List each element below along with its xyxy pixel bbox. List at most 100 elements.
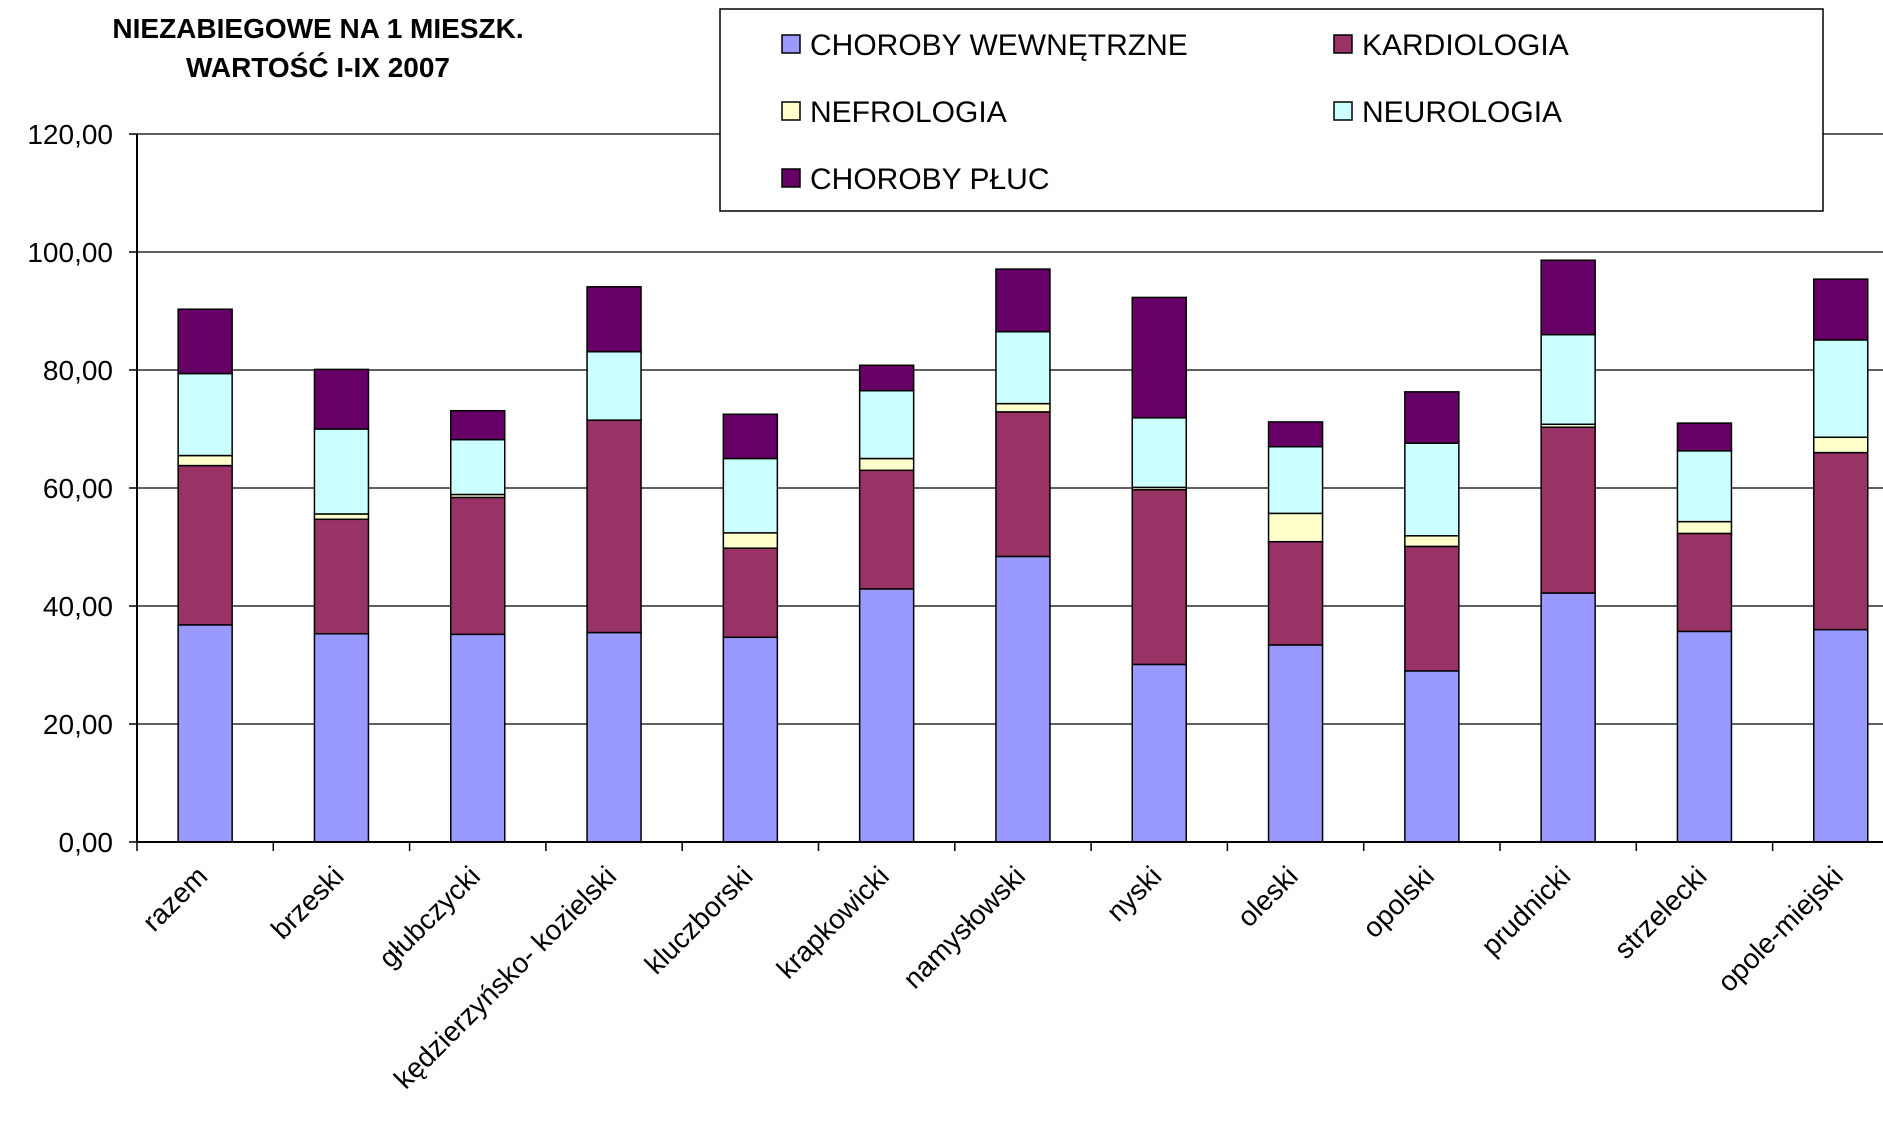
bar-segment bbox=[1404, 670, 1460, 843]
bar-segment bbox=[722, 547, 779, 639]
bar-segment bbox=[1131, 296, 1187, 419]
x-tick-label: oleski bbox=[1231, 860, 1304, 933]
bar-segment bbox=[313, 368, 370, 430]
bar-segment bbox=[450, 438, 506, 496]
legend-label: NEFROLOGIA bbox=[810, 96, 1007, 129]
bar-segment bbox=[1404, 545, 1460, 672]
bar-segment bbox=[313, 513, 370, 521]
x-tick-label: razem bbox=[136, 860, 213, 937]
y-tick-label: 100,00 bbox=[27, 237, 113, 268]
bar-segment bbox=[177, 464, 233, 626]
y-tick-labels: 0,00 20,00 40,00 60,00 80,00 100,00 120,00 bbox=[27, 119, 113, 858]
bar-segment bbox=[858, 457, 915, 472]
legend-label: KARDIOLOGIA bbox=[1362, 29, 1569, 62]
bar-segment bbox=[1676, 520, 1733, 535]
chart-title: NIEZABIEGOWE NA 1 MIESZK. WARTOŚĆ I-IX 2… bbox=[112, 13, 523, 83]
x-tick-label: prudnicki bbox=[1475, 860, 1576, 961]
bar-segment bbox=[858, 588, 915, 843]
bar-segment bbox=[1813, 451, 1869, 631]
bars bbox=[177, 259, 1869, 843]
bar-segment bbox=[1813, 339, 1869, 439]
bar-segment bbox=[177, 372, 233, 457]
legend-swatch bbox=[1333, 34, 1353, 54]
bar-segment bbox=[995, 330, 1051, 405]
legend-swatch bbox=[781, 168, 801, 188]
bar-segment bbox=[1267, 540, 1324, 646]
bar-segment bbox=[995, 268, 1051, 333]
bar-segment bbox=[858, 469, 915, 590]
x-tick-label: brzeski bbox=[265, 860, 350, 945]
bar-segment bbox=[1676, 630, 1733, 843]
bar-segment bbox=[177, 624, 233, 843]
bar-segment bbox=[995, 402, 1051, 413]
bar-segment bbox=[586, 350, 642, 421]
bar-segment bbox=[1131, 417, 1187, 489]
bar-segment bbox=[1813, 278, 1869, 341]
x-tick-label: nyski bbox=[1100, 860, 1167, 927]
bar-segment bbox=[1131, 663, 1187, 843]
y-tick-label: 40,00 bbox=[43, 591, 113, 622]
chart-title-line-1: NIEZABIEGOWE NA 1 MIESZK. bbox=[112, 13, 523, 44]
bar-segment bbox=[450, 409, 506, 441]
bar-segment bbox=[858, 364, 915, 392]
bar-segment bbox=[722, 636, 779, 843]
bar-segment bbox=[1131, 489, 1187, 666]
y-tick-label: 60,00 bbox=[43, 473, 113, 504]
legend-label: CHOROBY WEWNĘTRZNE bbox=[810, 29, 1188, 62]
bar-segment bbox=[1404, 391, 1460, 444]
bar-segment bbox=[995, 411, 1051, 558]
legend-items: CHOROBY WEWNĘTRZNE KARDIOLOGIA NEFROLOGIA N… bbox=[781, 29, 1569, 196]
bar-segment bbox=[313, 518, 370, 635]
x-tick-label: kędzierzyńsko- kozielski bbox=[388, 860, 622, 1094]
bar-segment bbox=[1267, 644, 1324, 843]
legend-swatch bbox=[1333, 101, 1353, 121]
x-tick-label: namysłowski bbox=[897, 860, 1031, 994]
bar-segment bbox=[1404, 442, 1460, 537]
x-tick-label: głubczycki bbox=[373, 860, 486, 973]
bar-segment bbox=[858, 389, 915, 460]
legend-label: NEUROLOGIA bbox=[1362, 96, 1562, 129]
bar-segment bbox=[1676, 450, 1733, 523]
bar-segment bbox=[177, 454, 233, 467]
bar-segment bbox=[1540, 259, 1596, 336]
x-tick-label: opolski bbox=[1357, 860, 1441, 944]
x-tick-label: opole-miejski bbox=[1712, 860, 1849, 997]
bar-segment bbox=[995, 555, 1051, 843]
legend-swatch bbox=[781, 34, 801, 54]
x-tick-label: kluczborski bbox=[639, 860, 759, 980]
bar-segment bbox=[1540, 592, 1596, 843]
y-tick-label: 0,00 bbox=[59, 827, 114, 858]
bar-segment bbox=[313, 428, 370, 515]
bar-segment bbox=[1267, 421, 1324, 448]
y-tick-label: 120,00 bbox=[27, 119, 113, 150]
bar-segment bbox=[1676, 422, 1733, 452]
bar-segment bbox=[586, 286, 642, 353]
bar-segment bbox=[1813, 436, 1869, 454]
bar-segment bbox=[1404, 535, 1460, 548]
bar-segment bbox=[450, 496, 506, 636]
bar-segment bbox=[1540, 426, 1596, 594]
x-tick-label: strzelecki bbox=[1608, 860, 1712, 964]
x-tick-label: krapkowicki bbox=[771, 860, 895, 984]
bar-segment bbox=[586, 419, 642, 634]
y-tick-label: 80,00 bbox=[43, 355, 113, 386]
bar-segment bbox=[1676, 532, 1733, 633]
y-tick-label: 20,00 bbox=[43, 709, 113, 740]
legend-swatch bbox=[781, 101, 801, 121]
legend-box bbox=[719, 8, 1824, 212]
bar-segment bbox=[722, 457, 779, 534]
legend-label: CHOROBY PŁUC bbox=[810, 163, 1050, 196]
bar-segment bbox=[722, 413, 779, 460]
bar-segment bbox=[586, 631, 642, 843]
bar-segment bbox=[1540, 333, 1596, 426]
bar-segment bbox=[177, 308, 233, 375]
bar-segment bbox=[722, 532, 779, 549]
bar-segment bbox=[1267, 512, 1324, 543]
bar-segment bbox=[450, 633, 506, 843]
chart-title-line-2: WARTOŚĆ I-IX 2007 bbox=[186, 52, 450, 83]
bar-segment bbox=[1267, 445, 1324, 515]
legend: CHOROBY WEWNĘTRZNE KARDIOLOGIA NEFROLOGIA N… bbox=[719, 8, 1824, 212]
axes bbox=[136, 134, 1883, 843]
